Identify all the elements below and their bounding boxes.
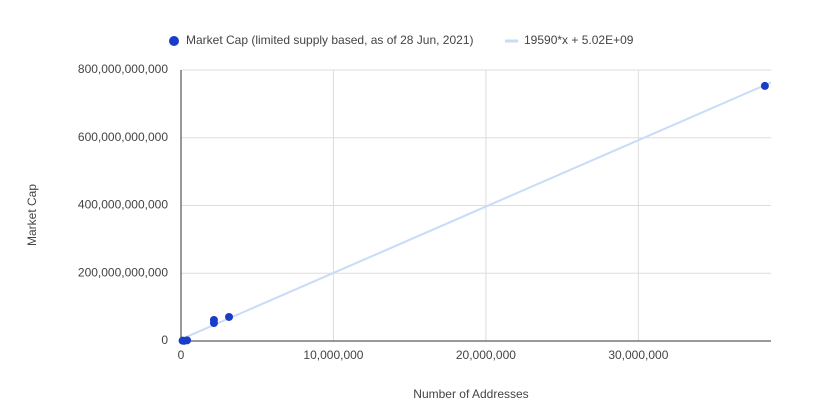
y-tick-label: 200,000,000,000 <box>78 265 168 279</box>
y-tick-label: 0 <box>161 333 168 347</box>
legend-marker <box>169 36 179 46</box>
point <box>180 336 189 345</box>
trendline <box>180 81 772 341</box>
point <box>760 81 769 90</box>
y-tick-label: 400,000,000,000 <box>78 198 168 212</box>
x-axis-title: Number of Addresses <box>413 387 528 401</box>
legend-label: Market Cap (limited supply based, as of … <box>186 33 473 47</box>
point <box>225 312 234 321</box>
x-tick-label: 20,000,000 <box>456 348 516 362</box>
x-tick-label: 0 <box>178 348 185 362</box>
point <box>209 319 218 328</box>
x-tick-label: 10,000,000 <box>303 348 363 362</box>
y-tick-label: 800,000,000,000 <box>78 62 168 76</box>
x-tick-label: 30,000,000 <box>608 348 668 362</box>
y-axis-title: Market Cap <box>25 184 39 246</box>
y-tick-label: 600,000,000,000 <box>78 130 168 144</box>
legend-label: 19590*x + 5.02E+09 <box>524 33 634 47</box>
